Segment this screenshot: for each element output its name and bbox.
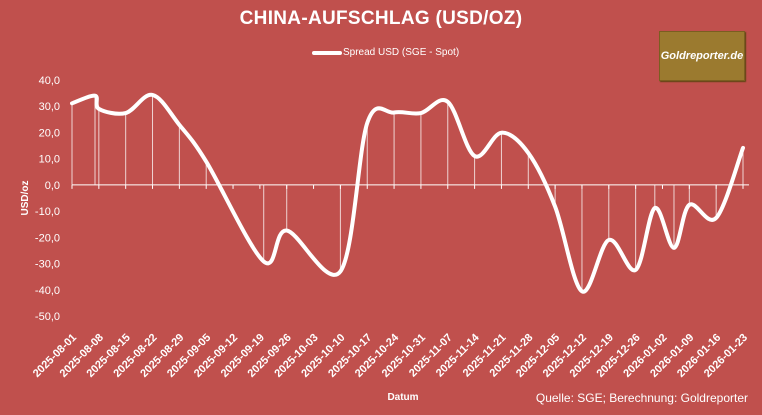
y-tick-label: -50,0 [35, 311, 60, 323]
y-tick-label: 30,0 [39, 101, 60, 113]
x-axis-label: Datum [387, 392, 418, 403]
y-tick-label: -20,0 [35, 232, 60, 244]
y-tick-label: -30,0 [35, 259, 60, 271]
y-tick-label: 10,0 [39, 154, 60, 166]
legend: Spread USD (SGE - Spot) [312, 47, 459, 58]
chart-title: CHINA-AUFSCHLAG (USD/OZ) [239, 8, 523, 29]
y-tick-label: -40,0 [35, 285, 60, 297]
series-line [70, 92, 745, 294]
legend-label: Spread USD (SGE - Spot) [343, 47, 460, 58]
source-note: Quelle: SGE; Berechnung: Goldreporter [535, 391, 748, 405]
goldreporter-logo: Goldreporter.de [659, 31, 745, 81]
y-axis-label: USD/oz [20, 181, 31, 216]
y-tick-label: 0,0 [45, 180, 60, 192]
y-tick-label: 20,0 [39, 127, 60, 139]
y-tick-label: -10,0 [35, 206, 60, 218]
logo-text: Goldreporter.de [660, 50, 744, 62]
legend-swatch [312, 50, 342, 55]
y-tick-label: 40,0 [39, 75, 60, 87]
